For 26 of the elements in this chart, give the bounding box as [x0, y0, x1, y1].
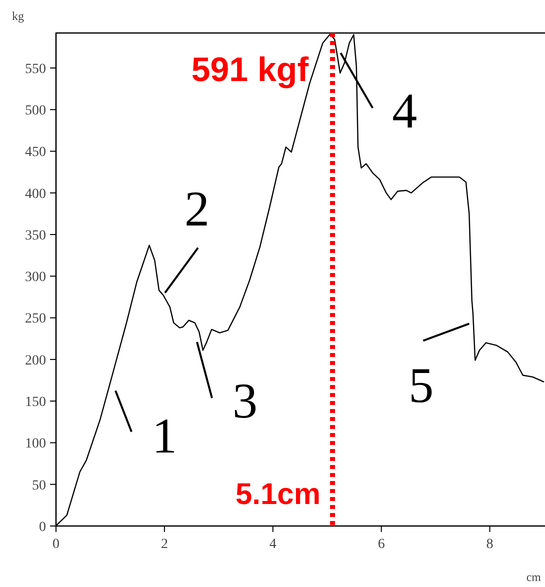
annotation: 1 [152, 407, 178, 464]
y-tick-label: 300 [25, 270, 46, 286]
x-tick-label: 0 [52, 537, 60, 552]
annotation: 3 [232, 372, 258, 428]
y-tick-label: 400 [25, 186, 46, 202]
annotation: 5 [408, 357, 434, 414]
y-tick-label: 350 [25, 228, 46, 244]
y-tick-label: 50 [32, 478, 46, 494]
y-tick-label: 100 [25, 436, 46, 452]
x-axis-title: cm [526, 570, 542, 584]
annotation: 591 kgf [191, 50, 310, 89]
y-tick-label: 250 [25, 312, 46, 327]
y-tick-label: 500 [25, 104, 46, 119]
annotation: 2 [184, 180, 210, 236]
annotation: 4 [392, 82, 418, 138]
ref-line-label: 5.1cm [235, 478, 321, 511]
x-tick-label: 6 [378, 537, 385, 552]
x-tick-label: 8 [486, 537, 494, 552]
y-tick-label: 450 [25, 145, 46, 160]
y-axis-title: kg [12, 9, 24, 23]
y-tick-label: 0 [39, 520, 46, 535]
y-tick-label: 550 [25, 62, 46, 77]
x-tick-label: 4 [269, 537, 276, 552]
y-tick-label: 150 [25, 394, 46, 410]
x-tick-label: 2 [160, 537, 168, 552]
y-tick-label: 200 [25, 353, 46, 368]
